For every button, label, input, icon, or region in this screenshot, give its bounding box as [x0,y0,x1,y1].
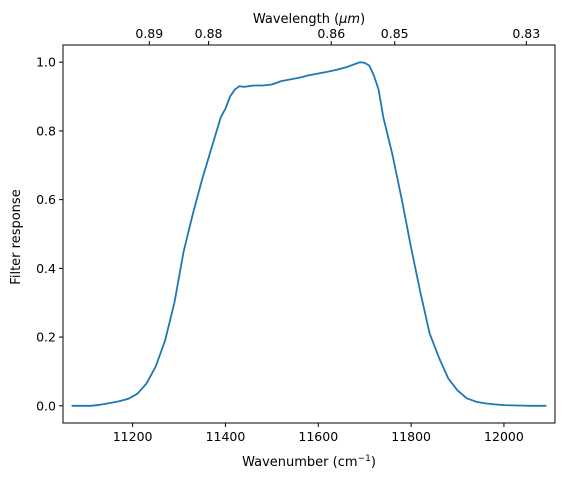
x-tick-label: 11200 [113,429,153,444]
top-tick-label: 0.88 [195,26,223,41]
x-tick-label: 12000 [484,429,524,444]
y-tick-label: 0.8 [36,123,56,138]
y-axis-label: Filter response [9,189,24,284]
series-layer [71,61,547,407]
top-axis-label-unit: μm [338,12,360,27]
top-axis-label-suffix: ) [360,12,365,27]
x-tick-label: 11400 [206,429,246,444]
ticks-layer: 11200 11400 11600 11800 12000 0.0 0.2 0.4 0.6 0.8… [36,26,540,444]
y-tick-label: 0.0 [36,398,56,413]
top-tick-label: 0.89 [135,26,163,41]
series-line [71,61,547,407]
x-tick-label: 11600 [298,429,338,444]
x-tick-label: 11800 [391,429,431,444]
top-axis-label-prefix: Wavelength ( [253,12,339,27]
x-axis-label-sup: −1 [358,454,371,464]
top-tick-label: 0.85 [381,26,409,41]
plot-frame [62,44,556,424]
y-tick-label: 0.6 [36,192,56,207]
x-axis-label-close: ) [371,455,376,470]
y-tick-label: 0.2 [36,330,56,345]
y-tick-label: 0.4 [36,261,56,276]
x-axis-label: Wavenumber (cm−1) [242,454,376,470]
x-axis-label-main: Wavenumber (cm [242,455,357,470]
top-tick-label: 0.86 [317,26,345,41]
y-tick-label: 1.0 [36,55,56,70]
top-axis-label: Wavelength (μm) [253,12,365,27]
top-tick-label: 0.83 [512,26,540,41]
